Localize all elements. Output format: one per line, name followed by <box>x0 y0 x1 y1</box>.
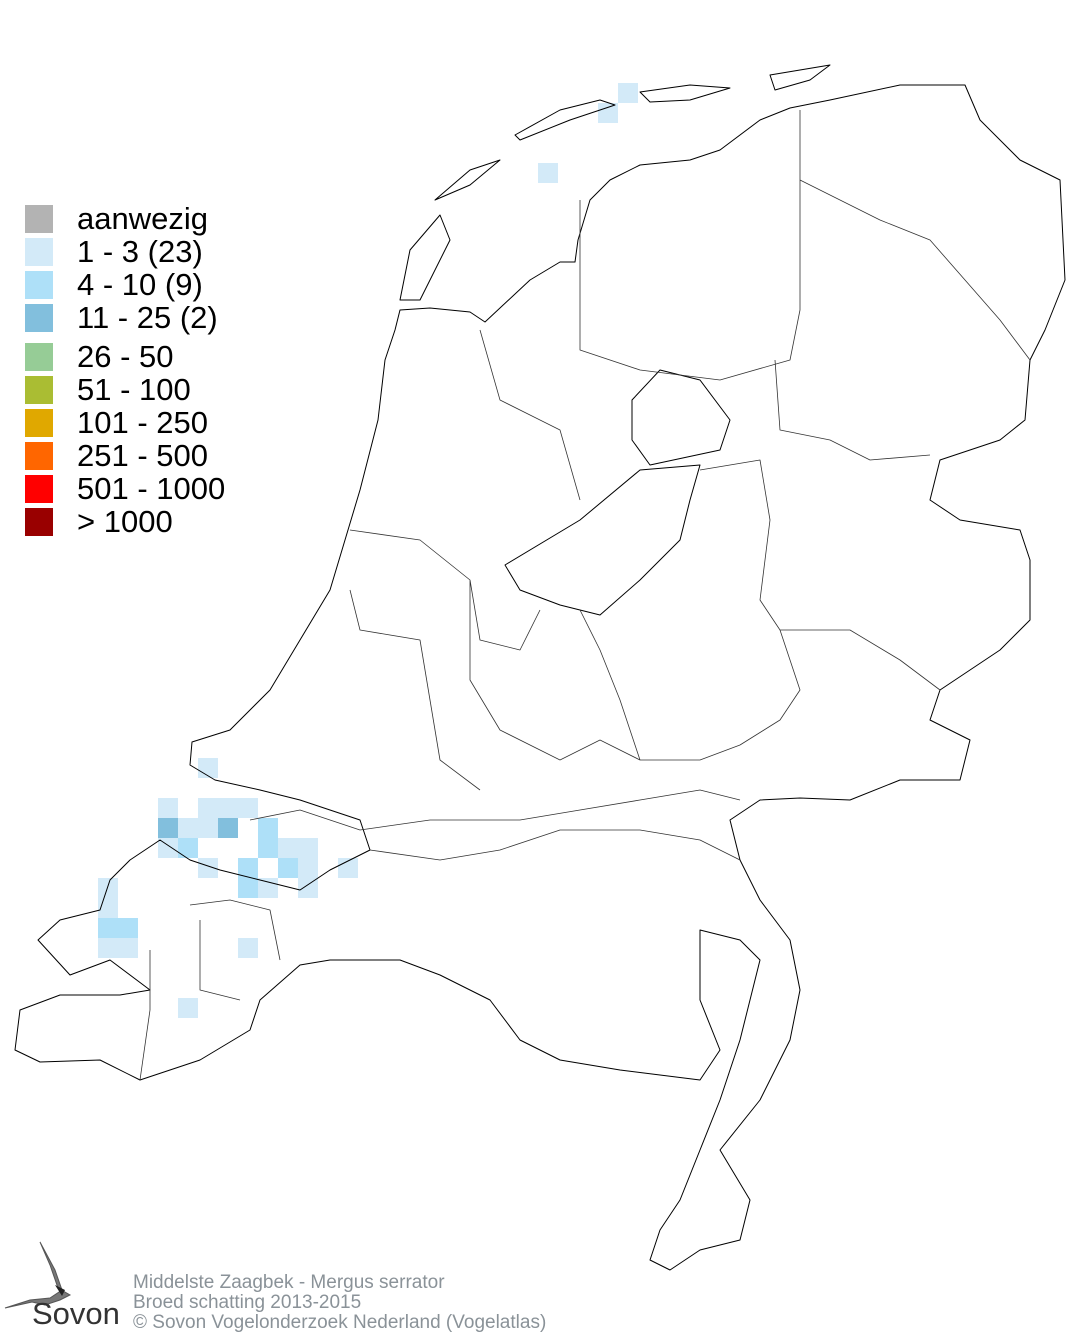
legend: aanwezig 1 - 3 (23) 4 - 10 (9) 11 - 25 (… <box>25 202 225 538</box>
grid-cell <box>238 938 258 958</box>
grid-cell <box>238 798 258 818</box>
swallow-icon <box>4 1241 72 1309</box>
grid-cell <box>98 938 118 958</box>
legend-label: 251 - 500 <box>77 438 208 473</box>
legend-swatch <box>25 303 53 332</box>
grid-cell <box>118 918 138 938</box>
grid-cell <box>258 878 278 898</box>
species-name: Middelste Zaagbek - Mergus serrator <box>133 1272 445 1293</box>
legend-label: 11 - 25 (2) <box>77 300 218 335</box>
legend-item: 26 - 50 <box>25 340 225 373</box>
legend-item: > 1000 <box>25 505 225 538</box>
grid-cell <box>258 838 278 858</box>
legend-swatch <box>25 270 53 299</box>
map-outlines <box>14 64 1066 1271</box>
survey-period: Broed schatting 2013-2015 <box>133 1292 362 1313</box>
grid-cell <box>158 798 178 818</box>
grid-cell <box>118 938 138 958</box>
grid-cell <box>98 898 118 918</box>
grid-cell <box>598 103 618 123</box>
grid-cell <box>258 818 278 838</box>
legend-swatch <box>25 342 53 371</box>
legend-item: 1 - 3 (23) <box>25 235 225 268</box>
legend-swatch <box>25 375 53 404</box>
legend-swatch <box>25 237 53 266</box>
grid-cell <box>298 858 318 878</box>
legend-label: aanwezig <box>77 201 208 236</box>
mainland-outline <box>14 84 1066 1271</box>
legend-label: > 1000 <box>77 504 173 539</box>
legend-item: 51 - 100 <box>25 373 225 406</box>
grid-cell <box>98 918 118 938</box>
grid-cell <box>278 838 298 858</box>
legend-label: 26 - 50 <box>77 339 174 374</box>
grid-cell <box>278 858 298 878</box>
legend-item: aanwezig <box>25 202 225 235</box>
legend-label: 51 - 100 <box>77 372 191 407</box>
legend-swatch <box>25 507 53 536</box>
legend-swatch <box>25 441 53 470</box>
grid-cell <box>158 818 178 838</box>
legend-label: 4 - 10 (9) <box>77 267 203 302</box>
grid-cell <box>218 798 238 818</box>
grid-cell <box>238 858 258 878</box>
grid-cell <box>298 878 318 898</box>
grid-cell <box>298 838 318 858</box>
legend-label: 501 - 1000 <box>77 471 226 506</box>
grid-cells <box>98 83 638 1018</box>
legend-item: 11 - 25 (2) <box>25 301 225 334</box>
grid-cell <box>198 858 218 878</box>
grid-cell <box>238 878 258 898</box>
flevoland-outline <box>504 369 731 616</box>
legend-item: 501 - 1000 <box>25 472 225 505</box>
copyright: © Sovon Vogelonderzoek Nederland (Vogela… <box>133 1312 547 1333</box>
map-credits: Middelste Zaagbek - Mergus serrator Broe… <box>133 1273 546 1333</box>
grid-cell <box>218 818 238 838</box>
grid-cell <box>178 818 198 838</box>
legend-swatch <box>25 204 53 233</box>
legend-swatch <box>25 408 53 437</box>
grid-cell <box>178 838 198 858</box>
grid-cell <box>618 83 638 103</box>
legend-item: 251 - 500 <box>25 439 225 472</box>
grid-cell <box>198 758 218 778</box>
wadden-islands <box>399 64 831 301</box>
grid-cell <box>538 163 558 183</box>
province-borders <box>139 110 1031 1081</box>
legend-label: 101 - 250 <box>77 405 208 440</box>
grid-cell <box>198 818 218 838</box>
grid-cell <box>178 998 198 1018</box>
legend-label: 1 - 3 (23) <box>77 234 203 269</box>
legend-item: 101 - 250 <box>25 406 225 439</box>
grid-cell <box>98 878 118 898</box>
legend-swatch <box>25 474 53 503</box>
legend-item: 4 - 10 (9) <box>25 268 225 301</box>
grid-cell <box>198 798 218 818</box>
sovon-logo-text: Sovon <box>32 1296 120 1331</box>
grid-cell <box>158 838 178 858</box>
